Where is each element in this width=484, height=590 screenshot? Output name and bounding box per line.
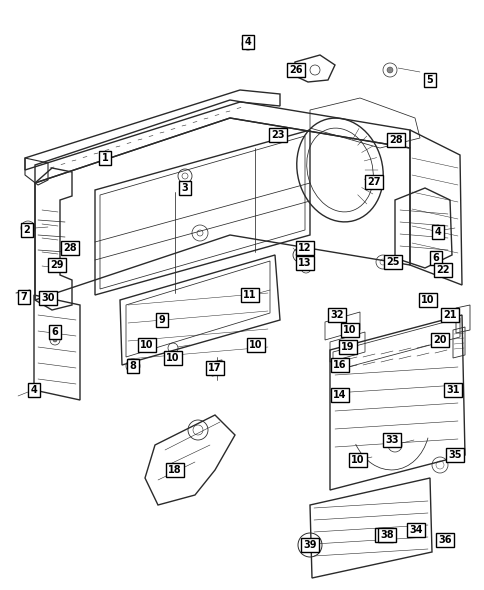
Text: 26: 26 <box>288 65 302 75</box>
Text: 33: 33 <box>384 435 398 445</box>
Circle shape <box>386 67 392 73</box>
Text: 12: 12 <box>298 243 311 253</box>
Text: 30: 30 <box>41 293 55 303</box>
Text: 10: 10 <box>140 340 153 350</box>
Text: 17: 17 <box>208 363 221 373</box>
Circle shape <box>53 338 57 342</box>
Text: 32: 32 <box>330 310 343 320</box>
Text: 29: 29 <box>50 260 63 270</box>
Text: 22: 22 <box>435 265 449 275</box>
Text: 14: 14 <box>333 390 346 400</box>
Text: 27: 27 <box>366 177 380 187</box>
Text: 8: 8 <box>129 361 136 371</box>
Text: 3: 3 <box>181 183 188 193</box>
Text: 7: 7 <box>21 292 27 302</box>
Text: 6: 6 <box>432 253 439 263</box>
Text: 28: 28 <box>388 135 402 145</box>
Text: 34: 34 <box>408 525 422 535</box>
Text: 36: 36 <box>438 535 451 545</box>
Text: 11: 11 <box>243 290 256 300</box>
Text: 10: 10 <box>249 340 262 350</box>
Text: 18: 18 <box>168 465 182 475</box>
Text: 39: 39 <box>302 540 316 550</box>
Text: 20: 20 <box>432 335 446 345</box>
Text: 6: 6 <box>51 327 58 337</box>
Text: 31: 31 <box>445 385 459 395</box>
Text: 5: 5 <box>426 75 433 85</box>
Text: 21: 21 <box>442 310 456 320</box>
Text: 4: 4 <box>30 385 37 395</box>
Text: 10: 10 <box>421 295 434 305</box>
Text: 16: 16 <box>333 360 346 370</box>
Text: 28: 28 <box>63 243 76 253</box>
Text: 9: 9 <box>158 315 165 325</box>
Text: 23: 23 <box>271 130 284 140</box>
Text: 10: 10 <box>377 530 390 540</box>
Text: 25: 25 <box>385 257 399 267</box>
Text: 4: 4 <box>434 227 440 237</box>
Text: 19: 19 <box>341 342 354 352</box>
Text: 10: 10 <box>343 325 356 335</box>
Text: 38: 38 <box>379 530 393 540</box>
Text: 35: 35 <box>447 450 461 460</box>
Text: 4: 4 <box>244 37 251 47</box>
Text: 2: 2 <box>24 225 30 235</box>
Text: 10: 10 <box>350 455 364 465</box>
Text: 10: 10 <box>166 353 180 363</box>
Text: 1: 1 <box>102 153 108 163</box>
Text: 13: 13 <box>298 258 311 268</box>
